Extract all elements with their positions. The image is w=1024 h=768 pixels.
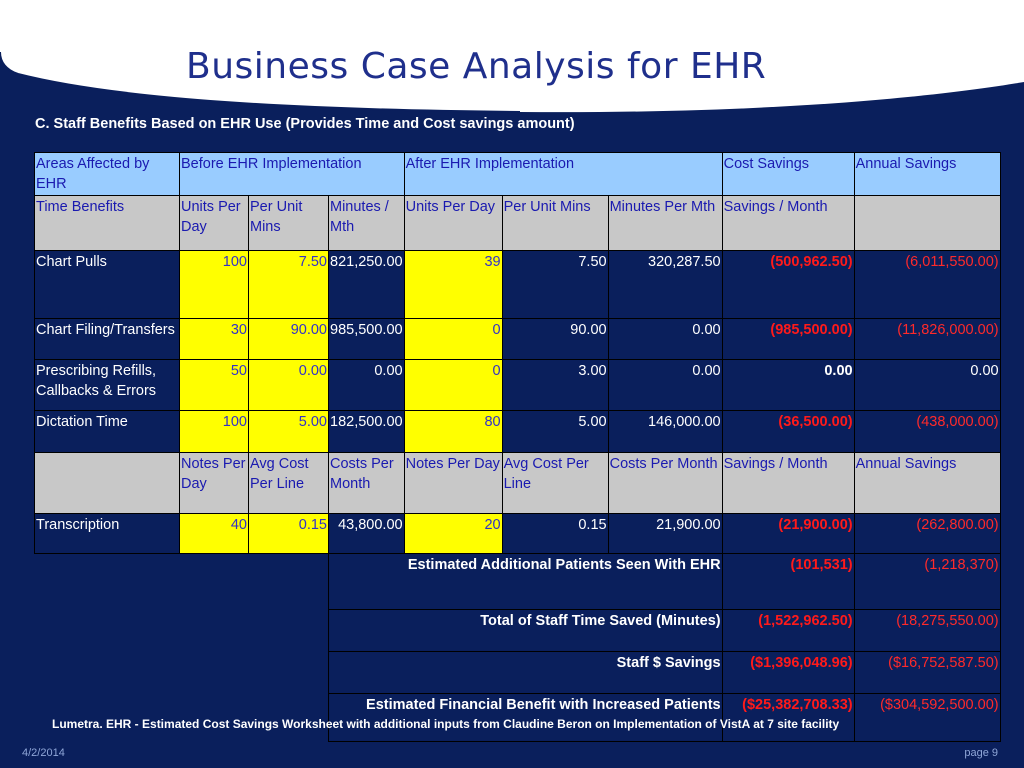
row-annual: (262,800.00) bbox=[853, 513, 1001, 554]
header-after: After EHR Implementation bbox=[403, 152, 723, 196]
subheader-after-mins: Per Unit Mins bbox=[501, 195, 609, 251]
subheader-units-per-day: Units Per Day bbox=[179, 195, 249, 251]
row-area: Chart Filing/Transfers bbox=[34, 318, 180, 360]
row-cost: 0.15 bbox=[248, 513, 329, 554]
header-row: Areas Affected by EHR Before EHR Impleme… bbox=[34, 152, 1001, 196]
row-mth: 821,250.00 bbox=[328, 250, 405, 319]
row-annual: 0.00 bbox=[853, 359, 1001, 411]
row-mins: 90.00 bbox=[248, 318, 329, 360]
row-mth: 985,500.00 bbox=[328, 318, 405, 360]
summary-savings: (101,531) bbox=[721, 553, 855, 610]
summary-row: Estimated Additional Patients Seen With … bbox=[35, 553, 1001, 610]
summary-savings: (1,522,962.50) bbox=[721, 609, 855, 652]
summary-row: Estimated Financial Benefit with Increas… bbox=[35, 693, 1001, 742]
row-after-units: 39 bbox=[403, 250, 503, 319]
row-mth: 182,500.00 bbox=[328, 410, 405, 453]
subheader2-savings-month: Savings / Month bbox=[721, 452, 855, 514]
summary-label: Total of Staff Time Saved (Minutes) bbox=[328, 609, 723, 652]
row-units: 100 bbox=[179, 250, 249, 319]
row-area: Chart Pulls bbox=[34, 250, 180, 319]
row-mins: 5.00 bbox=[248, 410, 329, 453]
row-annual: (438,000.00) bbox=[853, 410, 1001, 453]
subheader-per-unit-mins: Per Unit Mins bbox=[248, 195, 329, 251]
row-after-mins: 7.50 bbox=[501, 250, 609, 319]
subheader2-row: Notes Per Day Avg Cost Per Line Costs Pe… bbox=[34, 452, 1001, 514]
savings-table: Areas Affected by EHR Before EHR Impleme… bbox=[34, 152, 1001, 742]
row-after-cost: 0.15 bbox=[501, 513, 609, 554]
row-after-notes: 20 bbox=[403, 513, 503, 554]
row-after-mins: 3.00 bbox=[501, 359, 609, 411]
subheader-blank bbox=[853, 195, 1001, 251]
summary-annual: ($16,752,587.50) bbox=[853, 651, 1001, 694]
row-month: 43,800.00 bbox=[328, 513, 405, 554]
subheader2-notes-per-day: Notes Per Day bbox=[179, 452, 249, 514]
row-mth: 0.00 bbox=[328, 359, 405, 411]
row-units: 100 bbox=[179, 410, 249, 453]
summary-annual: (1,218,370) bbox=[853, 553, 1001, 610]
subheader2-after-notes: Notes Per Day bbox=[403, 452, 503, 514]
row-savings: (36,500.00) bbox=[721, 410, 855, 453]
row-notes: 40 bbox=[179, 513, 249, 554]
summary-savings: ($1,396,048.96) bbox=[721, 651, 855, 694]
row-after-mins: 90.00 bbox=[501, 318, 609, 360]
row-mins: 0.00 bbox=[248, 359, 329, 411]
row-annual: (11,826,000.00) bbox=[853, 318, 1001, 360]
summary-annual: ($304,592,500.00) bbox=[853, 693, 1001, 742]
header-areas: Areas Affected by EHR bbox=[34, 152, 180, 196]
summary-label: Staff $ Savings bbox=[328, 651, 723, 694]
row-after-mth: 146,000.00 bbox=[607, 410, 723, 453]
section-subtitle: C. Staff Benefits Based on EHR Use (Prov… bbox=[35, 116, 575, 132]
table-row: Prescribing Refills, Callbacks & Errors … bbox=[34, 359, 1001, 411]
row-after-mth: 320,287.50 bbox=[607, 250, 723, 319]
summary-savings: ($25,382,708.33) bbox=[721, 693, 855, 742]
table-row: Chart Filing/Transfers 30 90.00 985,500.… bbox=[34, 318, 1001, 360]
subheader-time-benefits: Time Benefits bbox=[34, 195, 180, 251]
row-after-units: 0 bbox=[403, 318, 503, 360]
row-savings: 0.00 bbox=[721, 359, 855, 411]
header-annual-savings: Annual Savings bbox=[853, 152, 1001, 196]
header-before: Before EHR Implementation bbox=[179, 152, 405, 196]
table-row: Transcription 40 0.15 43,800.00 20 0.15 … bbox=[34, 513, 1001, 554]
table-row: Chart Pulls 100 7.50 821,250.00 39 7.50 … bbox=[34, 250, 1001, 319]
row-savings: (500,962.50) bbox=[721, 250, 855, 319]
summary-row: Staff $ Savings ($1,396,048.96) ($16,752… bbox=[35, 651, 1001, 694]
summary-row: Total of Staff Time Saved (Minutes) (1,5… bbox=[35, 609, 1001, 652]
page-title: Business Case Analysis for EHR bbox=[186, 46, 767, 87]
summary-label: Estimated Financial Benefit with Increas… bbox=[328, 693, 723, 742]
row-area: Transcription bbox=[34, 513, 180, 554]
row-units: 30 bbox=[179, 318, 249, 360]
table-row: Dictation Time 100 5.00 182,500.00 80 5.… bbox=[34, 410, 1001, 453]
row-mins: 7.50 bbox=[248, 250, 329, 319]
subheader2-blank bbox=[34, 452, 180, 514]
row-after-month: 21,900.00 bbox=[607, 513, 723, 554]
summary-annual: (18,275,550.00) bbox=[853, 609, 1001, 652]
row-area: Dictation Time bbox=[34, 410, 180, 453]
subheader-minutes-mth: Minutes / Mth bbox=[328, 195, 405, 251]
row-after-mth: 0.00 bbox=[607, 359, 723, 411]
page-number: page 9 bbox=[964, 747, 998, 759]
slide-date: 4/2/2014 bbox=[22, 747, 65, 759]
row-after-units: 80 bbox=[403, 410, 503, 453]
subheader-savings-month: Savings / Month bbox=[721, 195, 855, 251]
row-annual: (6,011,550.00) bbox=[853, 250, 1001, 319]
subheader2-after-costs: Costs Per Month bbox=[607, 452, 723, 514]
subheader2-costs-per-month: Costs Per Month bbox=[328, 452, 405, 514]
subheader2-avg-cost: Avg Cost Per Line bbox=[248, 452, 329, 514]
row-savings: (21,900.00) bbox=[721, 513, 855, 554]
row-after-mins: 5.00 bbox=[501, 410, 609, 453]
row-after-mth: 0.00 bbox=[607, 318, 723, 360]
subheader2-after-avg-cost: Avg Cost Per Line bbox=[501, 452, 609, 514]
row-savings: (985,500.00) bbox=[721, 318, 855, 360]
subheader-after-minutes: Minutes Per Mth bbox=[607, 195, 723, 251]
summary-label: Estimated Additional Patients Seen With … bbox=[328, 553, 723, 610]
footnote: Lumetra. EHR - Estimated Cost Savings Wo… bbox=[52, 717, 840, 731]
header-banner bbox=[0, 0, 1024, 113]
subheader-after-units: Units Per Day bbox=[403, 195, 503, 251]
header-cost-savings: Cost Savings bbox=[721, 152, 855, 196]
subheader2-annual-savings: Annual Savings bbox=[853, 452, 1001, 514]
row-after-units: 0 bbox=[403, 359, 503, 411]
row-area: Prescribing Refills, Callbacks & Errors bbox=[34, 359, 180, 411]
row-units: 50 bbox=[179, 359, 249, 411]
subheader-row: Time Benefits Units Per Day Per Unit Min… bbox=[34, 195, 1001, 251]
